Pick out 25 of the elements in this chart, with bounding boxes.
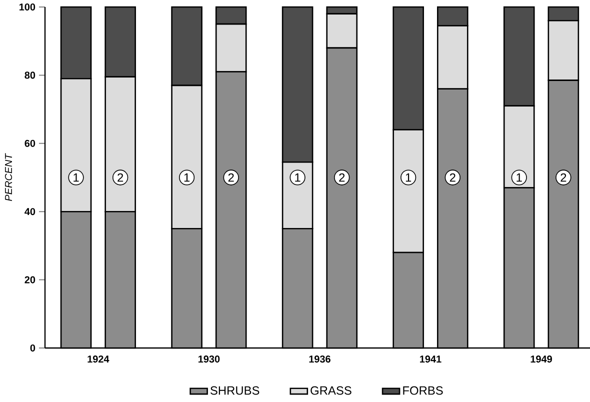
legend-label: GRASS xyxy=(310,386,352,395)
x-tick-label: 1 xyxy=(295,173,300,182)
x-tick-label: 2 xyxy=(118,173,124,182)
x-tick-label: 1 xyxy=(516,173,522,182)
y-tick-label: 40 xyxy=(24,208,36,216)
text: 1924 xyxy=(88,356,110,363)
x-tick-label: 1 xyxy=(406,173,412,182)
legend-label: SHRUBS xyxy=(210,386,260,395)
text: 1941 xyxy=(420,356,442,363)
x-tick-label: 1 xyxy=(74,173,79,182)
text: 1949 xyxy=(530,356,552,363)
y-tick-label: 80 xyxy=(24,72,36,79)
text: 1936 xyxy=(309,356,330,363)
y-tick-label: 100 xyxy=(19,3,36,11)
x-tick-label: 2 xyxy=(228,173,234,182)
x-tick-label: 1 xyxy=(184,173,190,182)
x-tick-label: 2 xyxy=(339,173,345,182)
x-tick-label: 2 xyxy=(450,173,456,182)
text: 1930 xyxy=(198,356,220,363)
y-axis-title: PERCENT xyxy=(4,153,12,201)
legend-label: FORBS xyxy=(403,386,443,395)
x-tick-label: 2 xyxy=(560,173,566,182)
y-tick-label: 20 xyxy=(24,276,36,284)
y-tick-label: 0 xyxy=(30,344,36,352)
y-tick-label: 60 xyxy=(24,140,36,147)
